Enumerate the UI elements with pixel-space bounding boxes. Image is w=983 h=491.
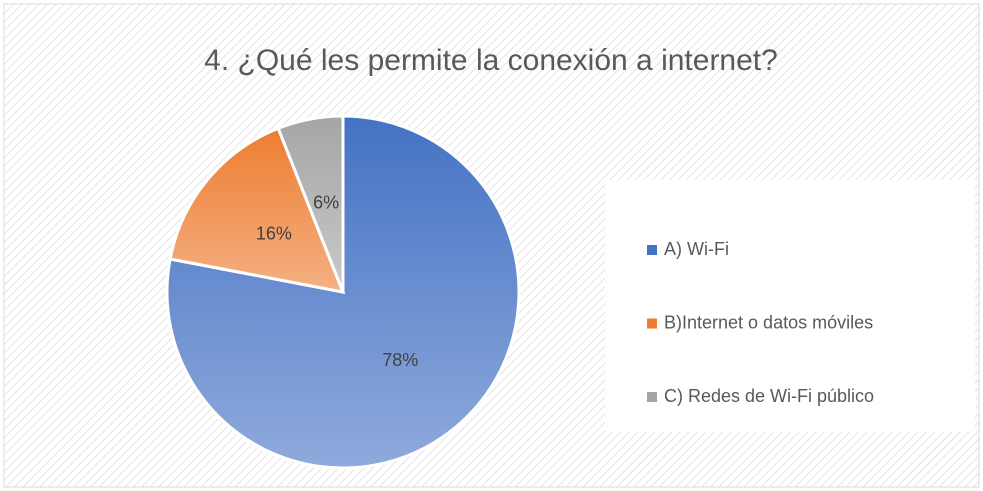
legend-box [605,180,975,432]
legend-label: A) Wi-Fi [664,239,729,259]
data-label: 16% [256,224,292,244]
pie-slice [276,114,345,293]
chart-title: 4. ¿Qué les permite la conexión a intern… [204,44,778,77]
legend-marker [647,318,657,329]
legend-marker [647,245,657,255]
data-label: 78% [382,350,418,370]
data-label: 6% [313,193,339,213]
legend-label: B)Internet o datos móviles [664,312,873,332]
legend-label: C) Redes de Wi-Fi público [664,386,874,406]
legend-marker [647,392,657,402]
pie-slice [165,114,521,470]
pie-slice [168,126,346,294]
